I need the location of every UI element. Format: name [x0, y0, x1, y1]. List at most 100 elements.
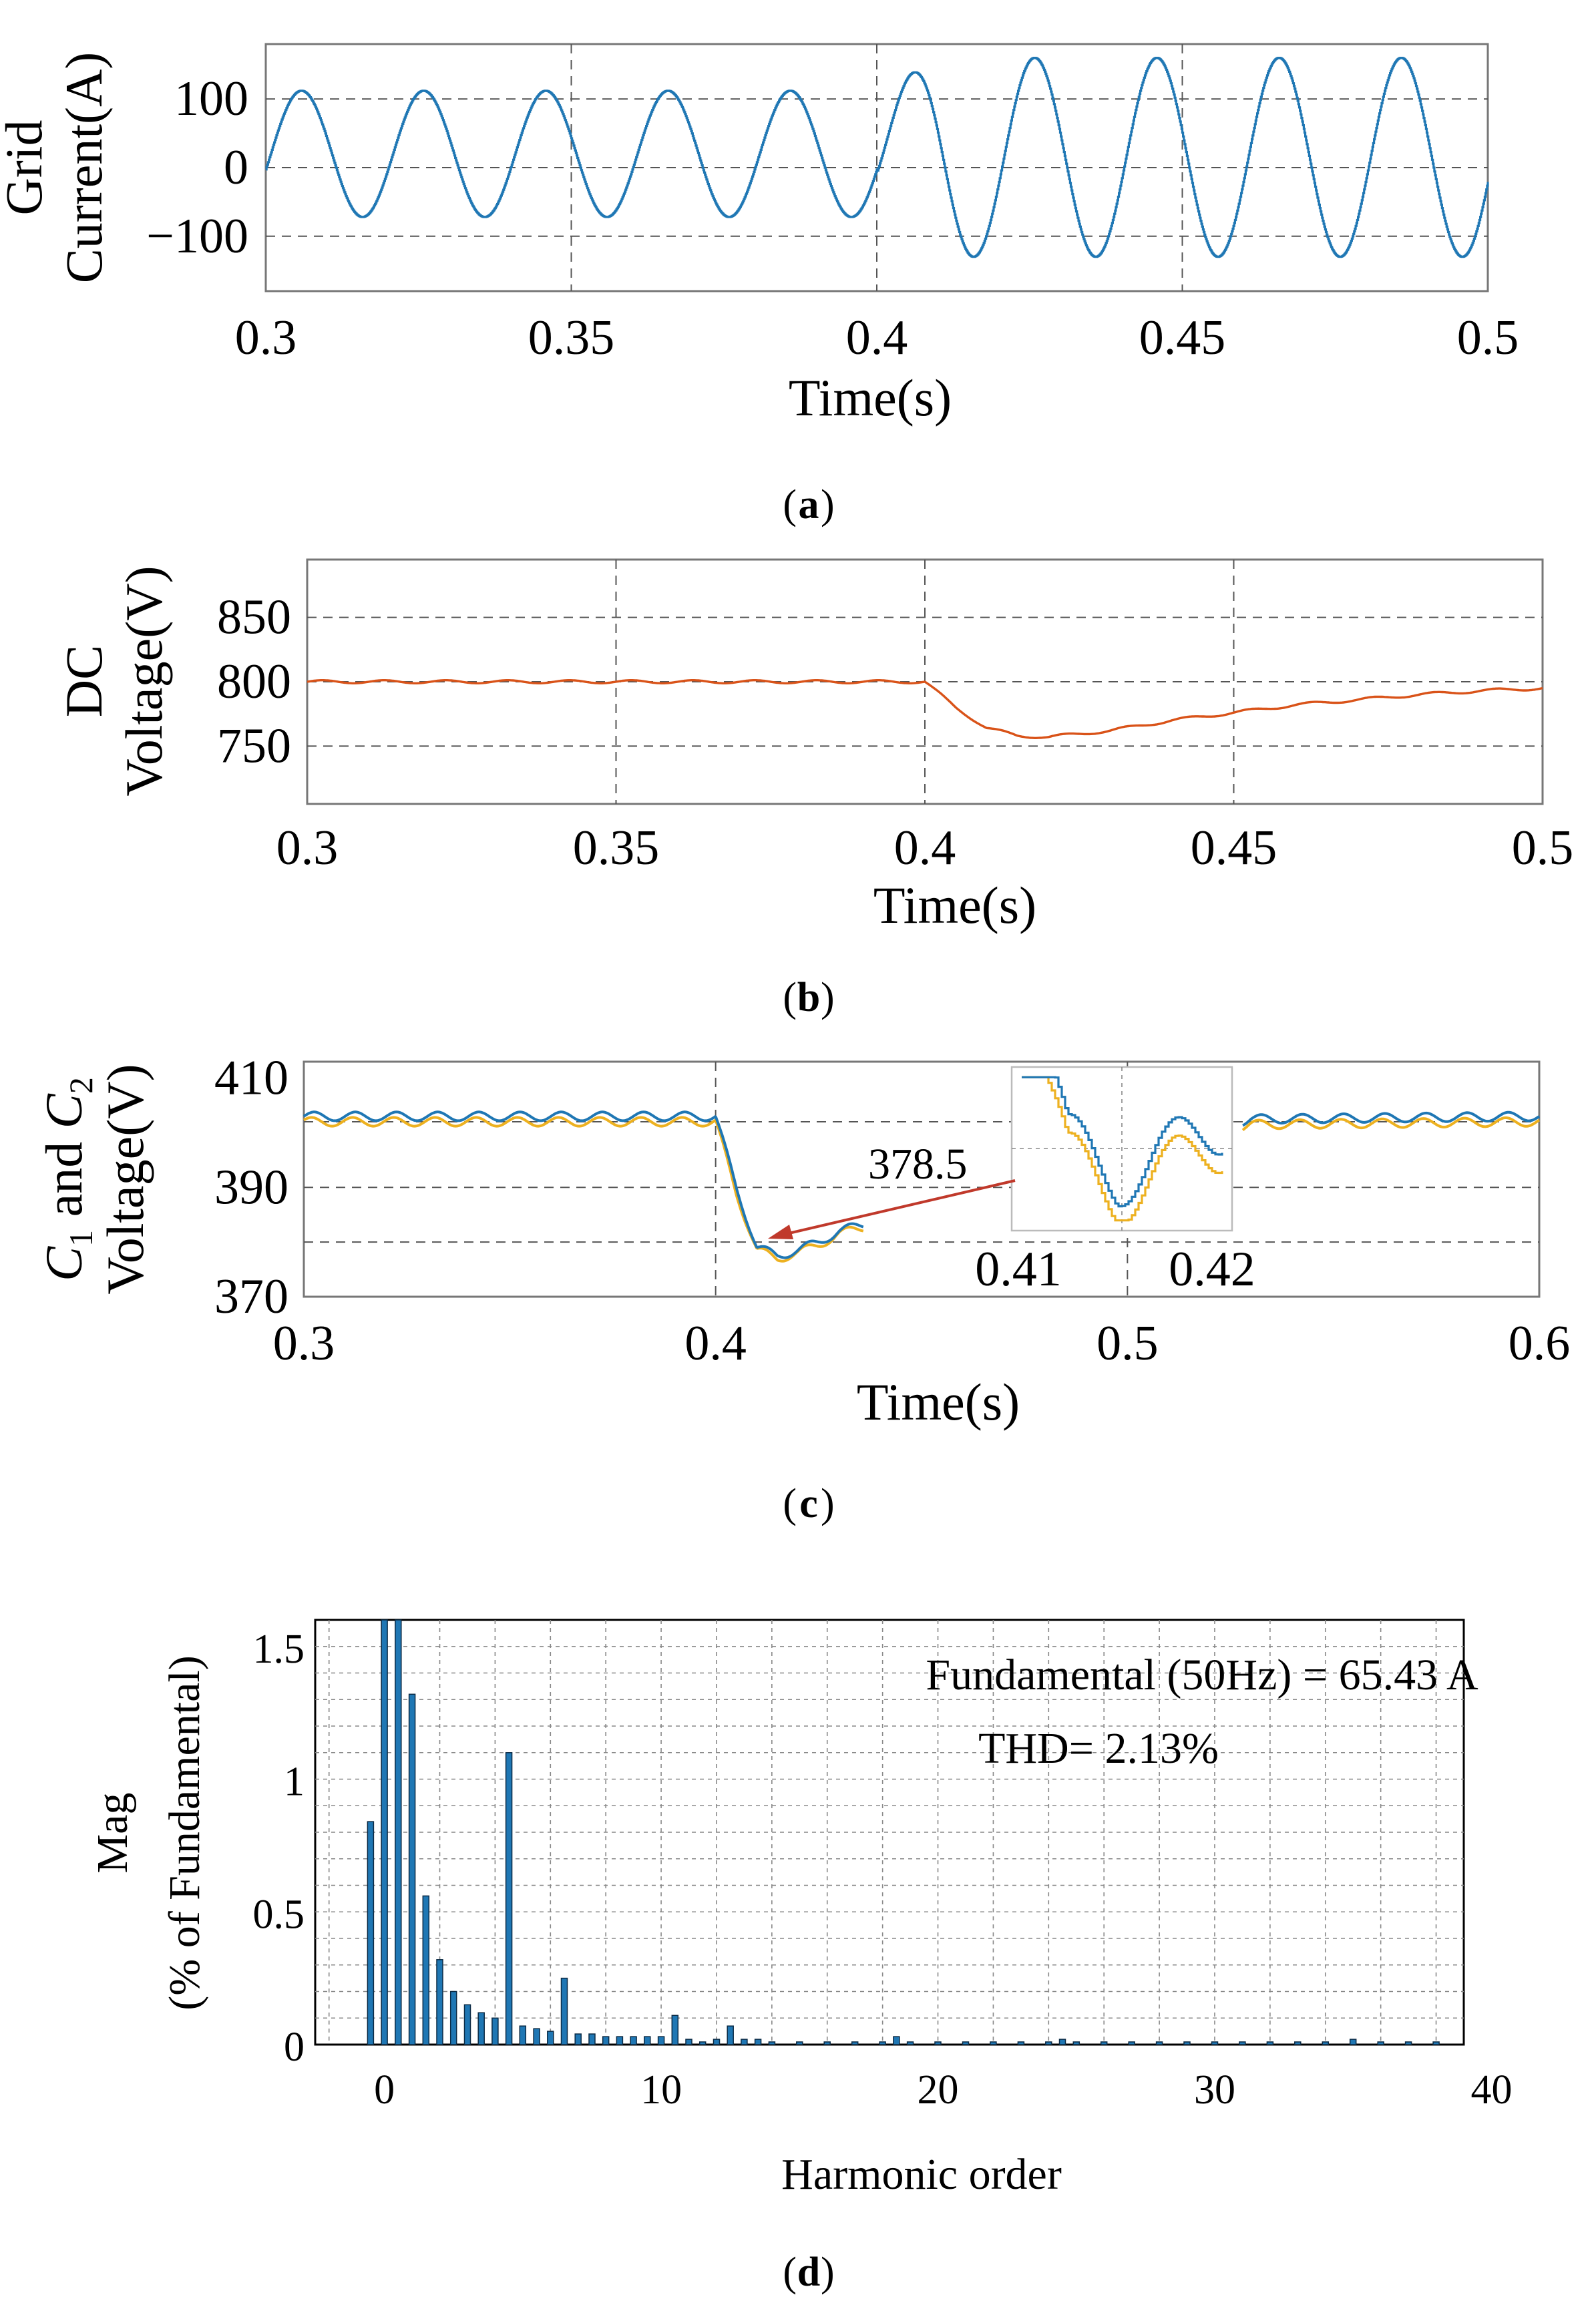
panel-d-bar-10	[436, 1959, 443, 2045]
panel-d-bar-20	[505, 1752, 513, 2045]
panel-b-xtick-0-45: 0.45	[1191, 821, 1277, 875]
panel-b-ytick-1: 800	[217, 654, 291, 709]
panel-c-xticks: 0.3 0.4 0.5 0.6	[273, 1316, 1571, 1371]
panel-d-harmonic-spectrum: 0 0.5 1 1.5 0 10 20 30 40 Fundamental (50Hz) = …	[88, 1619, 1512, 2295]
panel-c-inset-series-c2	[1022, 1076, 1223, 1222]
panel-d-bar-46	[685, 2039, 692, 2045]
panel-a-xticks: 0.3 0.35 0.4 0.45 0.5	[235, 310, 1519, 365]
panel-d-bar-36	[616, 2036, 624, 2045]
panel-d-bar-42	[657, 2036, 665, 2045]
panel-b-xlabel: Time(s)	[873, 876, 1036, 934]
panel-a-ytick-0: 100	[174, 71, 248, 126]
panel-a-xtick-0-5: 0.5	[1457, 310, 1519, 365]
panel-d-bar-57	[893, 2036, 900, 2045]
panel-d-ytick-2: 1	[284, 1759, 305, 1805]
panel-d-bar-69	[1183, 2041, 1191, 2045]
panel-a-ytick-1: 0	[224, 140, 248, 195]
panel-c-capacitor-voltage: 378.5 0.41 0.42 410 390 370 0.3 0.4 0.5 0.6 C…	[35, 1051, 1570, 1526]
panel-d-bars	[367, 1619, 1440, 2045]
panel-d-bar-68	[1155, 2041, 1163, 2045]
panel-d-bar-38	[630, 2036, 637, 2045]
panel-d-bar-48	[713, 2039, 721, 2045]
panel-d-xtick-30: 30	[1194, 2067, 1235, 2113]
panel-d-bar-44	[671, 2015, 679, 2045]
panel-d-bar-56	[879, 2041, 886, 2045]
panel-d-ylabel-line2: (% of Fundamental)	[160, 1655, 209, 2011]
panel-d-xtick-0: 0	[374, 2067, 395, 2113]
panel-c-frame	[303, 1060, 1541, 1298]
panel-c-annotation-378-5: 378.5	[868, 1140, 968, 1189]
panel-c-annotation-arrowhead	[768, 1225, 793, 1239]
panel-d-ytick-0: 0	[284, 2025, 305, 2070]
panel-d-bar-32	[588, 2033, 596, 2045]
panel-c-inset-series-c1	[1022, 1076, 1223, 1208]
panel-b-caption-close: )	[821, 975, 835, 1020]
panel-d-gridlines	[315, 1620, 1464, 2045]
panel-a-xtick-0-3: 0.3	[235, 310, 297, 365]
panel-d-caption-close: )	[821, 2250, 835, 2295]
panel-c-ylabel-line2: Voltage(V)	[96, 1064, 154, 1294]
panel-c-inset-series	[1022, 1076, 1223, 1222]
panel-d-bar-4	[395, 1619, 402, 2045]
panel-d-bar-12	[449, 1990, 457, 2045]
panel-d-bar-75	[1349, 2039, 1357, 2045]
panel-c-caption-open: (	[783, 1481, 797, 1526]
panel-c-xtick-0-5: 0.5	[1096, 1316, 1159, 1371]
panel-c-series	[303, 1110, 1541, 1263]
panel-d-caption: d	[797, 2250, 820, 2295]
panel-d-xtick-40: 40	[1470, 2067, 1512, 2113]
panel-d-bar-26	[547, 2031, 554, 2045]
panel-b-caption-open: (	[783, 975, 797, 1020]
panel-a-ytick-2: −100	[146, 209, 248, 264]
panel-d-bar-14	[463, 2004, 471, 2045]
panel-a-gridlines	[266, 44, 1488, 291]
panel-b-ylabel-line1: DC	[55, 645, 113, 717]
panel-d-bar-64	[1058, 2039, 1066, 2045]
panel-d-bar-70	[1211, 2041, 1219, 2045]
panel-a-grid-current: 100 0 −100 0.3 0.35 0.4 0.45 0.5 Grid Current(…	[0, 43, 1519, 528]
panel-a-xtick-0-45: 0.45	[1139, 310, 1226, 365]
panel-d-xticks: 0 10 20 30 40	[374, 2067, 1512, 2113]
panel-d-bar-51	[754, 2039, 762, 2045]
panel-a-xtick-0-4: 0.4	[846, 310, 908, 365]
panel-c-inset-xtick-0-42: 0.42	[1169, 1242, 1255, 1297]
panel-d-bar-53	[796, 2041, 803, 2045]
panel-c-ytick-2: 370	[214, 1269, 288, 1324]
panel-d-bar-8	[422, 1895, 430, 2045]
panel-d-bar-62	[1017, 2041, 1025, 2045]
panel-d-bar-59	[934, 2041, 942, 2045]
panel-d-bar-18	[491, 2017, 499, 2045]
panel-d-bar-61	[990, 2041, 997, 2045]
panel-d-caption-open: (	[783, 2250, 797, 2295]
panel-d-bar-78	[1432, 2041, 1440, 2045]
panel-a-yticks: 100 0 −100	[146, 71, 248, 264]
panel-a-ylabel-line2: Current(A)	[55, 52, 113, 284]
panel-a-series-grid-current	[265, 57, 1489, 258]
panel-c-xtick-0-6: 0.6	[1509, 1316, 1571, 1371]
panel-b-ytick-0: 850	[217, 590, 291, 645]
panel-c-series-c1	[303, 1110, 1541, 1259]
panel-c-xlabel: Time(s)	[857, 1373, 1020, 1431]
panel-d-annotation-thd: THD= 2.13%	[978, 1724, 1219, 1773]
panel-b-series-dc-voltage	[307, 679, 1543, 739]
panel-b-series	[307, 679, 1543, 739]
panel-d-bar-22	[519, 2025, 527, 2045]
panel-d-ytick-3: 1.5	[253, 1627, 305, 1672]
panel-d-bar-54	[823, 2041, 831, 2045]
panel-d-bar-71	[1239, 2041, 1246, 2045]
panel-d-bar-65	[1072, 2041, 1080, 2045]
panel-a-series	[265, 57, 1489, 258]
panel-d-bar-58	[906, 2041, 914, 2045]
panel-c-yticks: 410 390 370	[214, 1051, 288, 1324]
panel-d-xtick-20: 20	[918, 2067, 959, 2113]
panel-d-bar-2	[381, 1619, 388, 2045]
panel-d-bar-24	[533, 2028, 540, 2045]
panel-c-inset-xtick-0-41: 0.41	[975, 1242, 1062, 1297]
panel-b-dc-voltage: 850 800 750 0.3 0.35 0.4 0.45 0.5 DC Voltage(V…	[55, 558, 1573, 1020]
panel-d-bar-16	[477, 2012, 485, 2045]
panel-d-bar-52	[768, 2041, 776, 2045]
panel-c-caption: c	[799, 1481, 818, 1526]
panel-c-xtick-0-3: 0.3	[273, 1316, 335, 1371]
panel-a-caption-open: (	[783, 482, 797, 528]
